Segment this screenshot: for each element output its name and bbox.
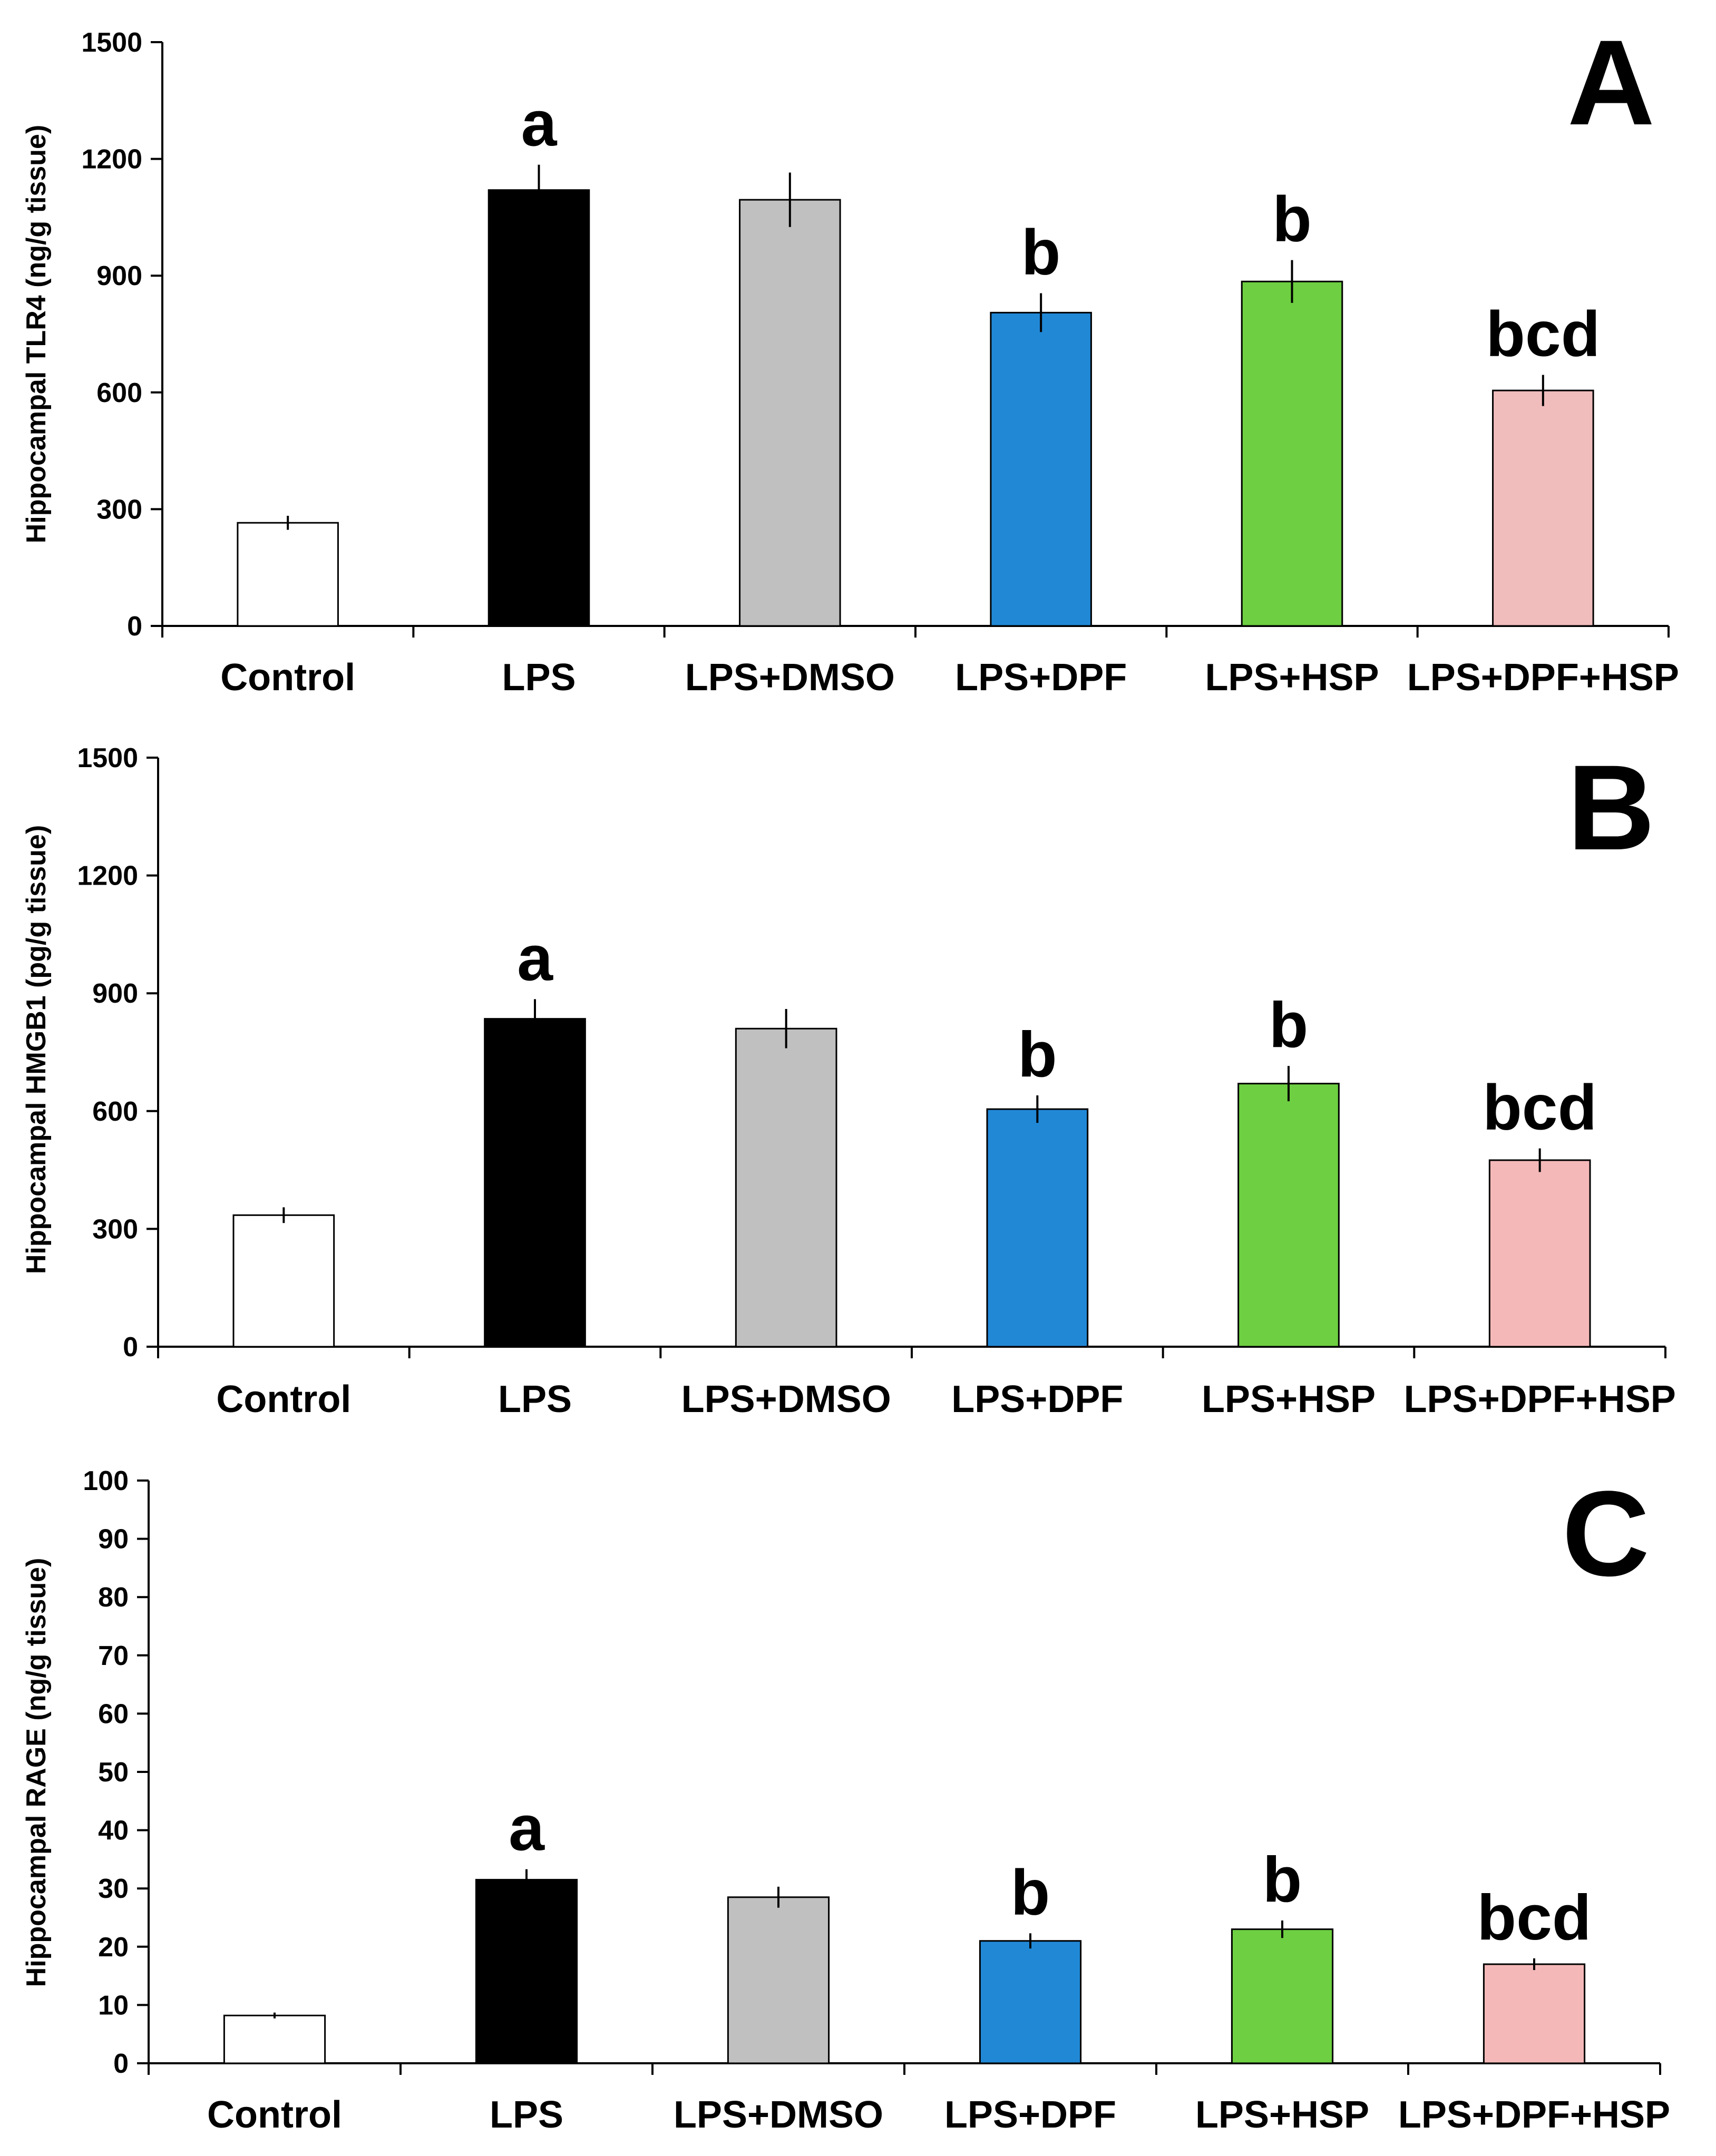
panel-b: 0 300 600 900 1200 1500 Control LPS a LPS+DMSO LPS… [21, 740, 1676, 1420]
bar-lps-dpf [986, 1108, 1089, 1348]
y-tick-label: 0 [113, 2049, 129, 2079]
y-tick-label: 50 [98, 1757, 129, 1788]
y-tick-label: 70 [98, 1641, 129, 1671]
significance-label: b [1018, 1018, 1057, 1090]
panel-letter: C [1562, 1466, 1650, 1601]
category-label: LPS+HSP [1205, 656, 1379, 699]
significance-label: a [517, 922, 553, 994]
panel-c: 0 10 20 30 40 50 60 70 80 90 100 Control LPS a LPS+DMS… [21, 1466, 1670, 2136]
bar-control [232, 1214, 335, 1348]
y-tick-label: 1500 [77, 743, 138, 773]
bar-lps-dmso [727, 1896, 830, 2064]
y-tick-label: 600 [96, 378, 142, 408]
bar-control [237, 522, 339, 627]
y-tick-label: 1500 [81, 27, 142, 58]
significance-label: a [521, 88, 558, 160]
category-label: LPS+HSP [1202, 1378, 1376, 1420]
bar-lps-dpf [990, 311, 1092, 627]
significance-label: b [1021, 216, 1061, 288]
y-tick-label: 40 [98, 1816, 129, 1846]
y-tick-label: 20 [98, 1932, 129, 1963]
y-tick-label: 0 [127, 611, 142, 642]
category-label: LPS [502, 656, 576, 699]
category-label: LPS+DPF [951, 1378, 1123, 1420]
significance-label: b [1011, 1856, 1050, 1928]
category-label: LPS+DPF [955, 656, 1127, 699]
panel-a: 0 300 600 900 1200 1500 Control LPS a LPS+DMSO LPS… [21, 15, 1679, 699]
significance-label: bcd [1486, 298, 1600, 370]
bar-lps-hsp [1231, 1928, 1334, 2064]
category-label: LPS+DMSO [685, 656, 895, 699]
y-tick-label: 100 [83, 1466, 129, 1496]
bar-lps-dpf-hsp [1483, 1963, 1586, 2064]
y-tick-label: 300 [96, 494, 142, 525]
significance-label: bcd [1477, 1881, 1592, 1953]
category-label: LPS+DMSO [681, 1378, 891, 1420]
bar-lps [484, 1018, 586, 1348]
category-label: LPS+DPF+HSP [1398, 2094, 1670, 2136]
panel-letter: B [1567, 740, 1655, 875]
y-tick-label: 90 [98, 1524, 129, 1555]
y-tick-label: 80 [98, 1582, 129, 1613]
category-label: LPS+HSP [1195, 2094, 1369, 2136]
y-tick-label: 900 [92, 978, 138, 1009]
category-label: Control [220, 656, 355, 699]
category-label: LPS+DPF+HSP [1407, 656, 1679, 699]
category-label: LPS [498, 1378, 572, 1420]
significance-label: bcd [1483, 1072, 1597, 1143]
y-tick-label: 30 [98, 1874, 129, 1904]
category-label: Control [207, 2094, 342, 2136]
category-label: LPS+DMSO [674, 2094, 883, 2136]
category-label: LPS [490, 2094, 563, 2136]
bar-lps-dmso [735, 1027, 837, 1348]
y-axis-title: Hippocampal HMGB1 (pg/g tissue) [21, 825, 52, 1274]
bar-lps-dmso [739, 199, 841, 627]
y-tick-label: 0 [123, 1332, 138, 1363]
significance-label: a [509, 1792, 545, 1864]
y-axis-title: Hippocampal RAGE (ng/g tissue) [21, 1558, 52, 1987]
y-tick-label: 1200 [81, 144, 142, 175]
y-tick-label: 300 [92, 1214, 138, 1244]
bar-lps-dpf-hsp [1492, 389, 1594, 627]
category-label: LPS+DPF+HSP [1404, 1378, 1676, 1420]
y-tick-label: 1200 [77, 861, 138, 891]
category-label: LPS+DPF [944, 2094, 1116, 2136]
bar-lps-dpf [979, 1940, 1082, 2064]
bar-control [223, 2014, 326, 2064]
y-tick-label: 10 [98, 1990, 129, 2021]
bar-lps [487, 189, 590, 627]
significance-label: b [1263, 1844, 1302, 1915]
category-label: Control [216, 1378, 351, 1420]
y-axis-title: Hippocampal TLR4 (ng/g tissue) [21, 125, 52, 544]
y-tick-label: 60 [98, 1699, 129, 1729]
bar-lps-hsp [1241, 280, 1343, 627]
bar-lps [475, 1879, 578, 2064]
bar-lps-hsp [1237, 1083, 1340, 1348]
significance-label: b [1269, 989, 1309, 1061]
y-tick-label: 600 [92, 1096, 138, 1127]
bar-lps-dpf-hsp [1488, 1159, 1591, 1348]
panel-letter: A [1567, 15, 1655, 150]
y-tick-label: 900 [96, 261, 142, 291]
significance-label: b [1272, 183, 1312, 255]
